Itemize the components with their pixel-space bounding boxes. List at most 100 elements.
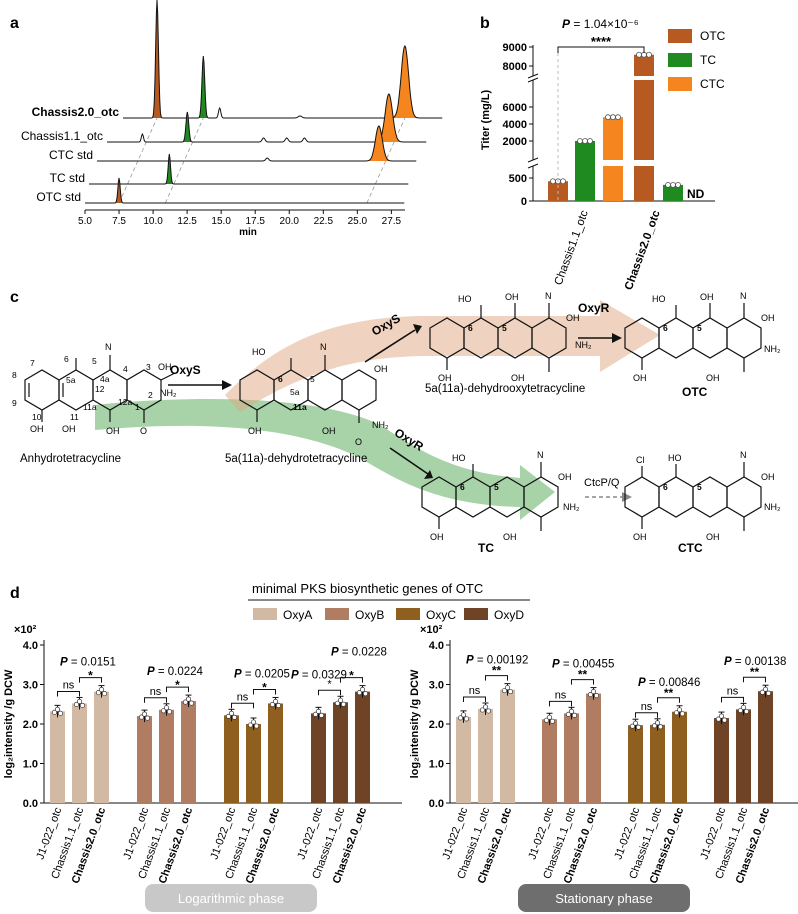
atc-structure: [24, 355, 176, 423]
guide-dashed-line: [366, 117, 406, 204]
oxyr2-arrowhead: [424, 470, 433, 479]
p-letter: P: [724, 656, 732, 668]
p-value: P = 0.00846: [638, 677, 700, 689]
significance-stars: ****: [591, 34, 612, 49]
bar-break-band: [602, 76, 624, 80]
significance-bracket: [79, 677, 102, 683]
phase-label: Logarithmic phase: [178, 891, 284, 906]
y-axis-label: log₂intensity /g DCW: [3, 669, 15, 778]
legend-title: minimal PKS biosynthetic genes of OTC: [252, 581, 483, 596]
intensity-bar: [72, 703, 87, 803]
dhotc-number-5: 5: [502, 323, 507, 333]
atom-number-9: 9: [12, 398, 17, 408]
tc-numbering: 6 5: [460, 482, 499, 492]
data-point: [632, 720, 639, 726]
atom-number-4a: 4a: [100, 374, 110, 384]
otc-structure: [624, 303, 762, 372]
data-point: [166, 709, 173, 715]
data-point: [679, 711, 686, 717]
data-point: [740, 704, 747, 710]
data-point: [636, 51, 642, 58]
atc-oh-10: OH: [30, 424, 44, 434]
legend-swatch: [396, 608, 420, 620]
otc-oh-10: OH: [633, 373, 647, 383]
significance-bracket: [166, 686, 189, 693]
label-ctc: CTC: [678, 541, 703, 555]
intensity-bar: [456, 716, 471, 803]
y-tick-label: 2000: [503, 136, 527, 148]
otc-oh-5: OH: [700, 292, 714, 302]
data-point: [247, 722, 254, 728]
atom-number-2: 2: [148, 390, 153, 400]
legend-swatch: [253, 608, 277, 620]
data-point: [737, 707, 744, 713]
data-point: [651, 723, 658, 729]
significance-bracket: [571, 679, 594, 685]
oxyr1-arrowhead: [612, 333, 622, 343]
data-point: [759, 689, 766, 695]
legend-label: OxyD: [494, 608, 524, 622]
significance-mark: *: [262, 680, 267, 694]
significance-mark: *: [175, 678, 180, 692]
titer-bar: [663, 184, 683, 201]
ctcpq-arrowhead: [622, 492, 632, 502]
data-point: [550, 178, 556, 185]
data-point: [543, 717, 550, 723]
atc-substituents: OH NH₂ N OH OH O OH: [30, 342, 177, 436]
atom-number-7: 7: [30, 358, 35, 368]
ctc-substituents: Cl HO N OH NH₂ OH OH: [633, 450, 781, 542]
ctc-oh-3: OH: [761, 472, 775, 482]
data-point: [98, 687, 105, 693]
data-point: [635, 724, 642, 730]
p-value: P = 0.00192: [466, 655, 528, 667]
category-label: Chassis1.1_otc: [553, 209, 591, 287]
p-letter: P: [291, 669, 299, 681]
bar-break-band: [633, 76, 655, 80]
significance-bracket: [57, 690, 80, 697]
phase-pill: [518, 884, 690, 912]
intensity-bar: [672, 711, 687, 803]
tc-nh2: NH₂: [563, 502, 580, 512]
intensity-bar: [333, 702, 348, 803]
ctc-ho: HO: [668, 453, 682, 463]
guide-dashed-line: [164, 117, 204, 204]
atc-oh-12a: OH: [106, 426, 120, 436]
dhtc-ho: HO: [252, 347, 266, 357]
trace-label: TC std: [50, 171, 85, 185]
dhtc-number-6: 6: [278, 374, 283, 384]
panel-letter-b: b: [480, 15, 490, 32]
x-tick-label: 27.5: [382, 216, 402, 227]
significance-bracket: [144, 697, 167, 703]
data-point: [571, 712, 578, 718]
data-point: [504, 685, 511, 691]
significance-mark: *: [327, 678, 332, 690]
dhotc-number-6: 6: [468, 323, 473, 333]
otc-oh-12a: OH: [706, 373, 720, 383]
x-tick-label: 25.0: [348, 216, 368, 227]
data-point: [185, 696, 192, 702]
data-point: [101, 691, 108, 697]
label-dehydrooxytetracycline: 5a(11a)-dehydrooxytetracycline: [425, 383, 585, 395]
data-point: [318, 712, 325, 718]
ctc-oh-12a: OH: [706, 532, 720, 542]
legend-swatch: [325, 608, 349, 620]
data-point: [51, 709, 58, 715]
atom-number-12a: 12a: [118, 397, 132, 407]
significance-mark: ns: [63, 679, 75, 691]
significance-bracket: [463, 696, 486, 702]
p-number: = 1.04×10⁻⁶: [570, 17, 639, 31]
chromatogram-peak-fill: [373, 94, 405, 142]
otc-substituents: HO OH N OH NH₂ OH OH: [633, 291, 781, 383]
data-point: [228, 710, 235, 716]
x-tick-label: 5.0: [78, 216, 92, 227]
data-point: [721, 717, 728, 723]
ctc-numbering: 6 5: [663, 482, 702, 492]
p-letter: P: [562, 17, 571, 31]
p-number: = 0.0151: [68, 657, 116, 669]
y-multiplier: ×10²: [14, 624, 37, 636]
data-point: [673, 710, 680, 716]
intensity-bar: [628, 725, 643, 803]
data-point: [460, 712, 467, 718]
ctc-structure: [624, 462, 762, 531]
